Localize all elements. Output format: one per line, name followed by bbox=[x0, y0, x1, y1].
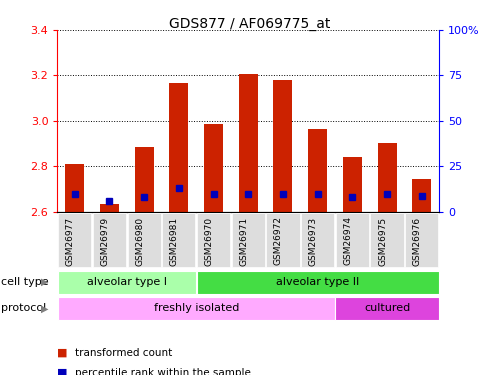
Text: alveolar type II: alveolar type II bbox=[276, 277, 359, 287]
FancyBboxPatch shape bbox=[266, 213, 299, 267]
Bar bbox=[308, 129, 327, 212]
Text: GSM26981: GSM26981 bbox=[170, 216, 179, 266]
Text: freshly isolated: freshly isolated bbox=[154, 303, 239, 313]
FancyBboxPatch shape bbox=[197, 271, 439, 294]
Text: ■: ■ bbox=[57, 348, 68, 357]
Bar bbox=[239, 74, 258, 212]
Text: GSM26979: GSM26979 bbox=[100, 216, 109, 266]
Text: ▶: ▶ bbox=[41, 303, 49, 313]
Text: GSM26971: GSM26971 bbox=[239, 216, 248, 266]
Text: GSM26972: GSM26972 bbox=[274, 216, 283, 266]
Text: GSM26977: GSM26977 bbox=[66, 216, 75, 266]
Text: cell type: cell type bbox=[1, 277, 48, 287]
Bar bbox=[412, 179, 431, 212]
FancyBboxPatch shape bbox=[336, 213, 369, 267]
Bar bbox=[343, 158, 362, 212]
Text: GSM26973: GSM26973 bbox=[309, 216, 318, 266]
Text: GDS877 / AF069775_at: GDS877 / AF069775_at bbox=[169, 17, 330, 31]
Text: alveolar type I: alveolar type I bbox=[87, 277, 167, 287]
Bar bbox=[204, 124, 223, 212]
FancyBboxPatch shape bbox=[93, 213, 126, 267]
Text: ▶: ▶ bbox=[41, 277, 49, 287]
FancyBboxPatch shape bbox=[301, 213, 334, 267]
FancyBboxPatch shape bbox=[162, 213, 196, 267]
Bar bbox=[273, 80, 292, 212]
FancyBboxPatch shape bbox=[335, 297, 439, 320]
Text: cultured: cultured bbox=[364, 303, 410, 313]
Bar bbox=[169, 83, 189, 212]
FancyBboxPatch shape bbox=[128, 213, 161, 267]
FancyBboxPatch shape bbox=[58, 213, 91, 267]
FancyBboxPatch shape bbox=[58, 297, 335, 320]
Text: percentile rank within the sample: percentile rank within the sample bbox=[75, 368, 250, 375]
Text: protocol: protocol bbox=[1, 303, 46, 313]
Text: GSM26975: GSM26975 bbox=[378, 216, 387, 266]
FancyBboxPatch shape bbox=[197, 213, 230, 267]
FancyBboxPatch shape bbox=[58, 271, 196, 294]
FancyBboxPatch shape bbox=[405, 213, 438, 267]
FancyBboxPatch shape bbox=[232, 213, 265, 267]
Bar bbox=[65, 164, 84, 212]
Text: transformed count: transformed count bbox=[75, 348, 172, 357]
Bar bbox=[378, 142, 397, 212]
Bar bbox=[135, 147, 154, 212]
Text: ■: ■ bbox=[57, 368, 68, 375]
Text: GSM26976: GSM26976 bbox=[413, 216, 422, 266]
Bar bbox=[100, 204, 119, 212]
Text: GSM26970: GSM26970 bbox=[205, 216, 214, 266]
Text: GSM26974: GSM26974 bbox=[343, 216, 352, 266]
Text: GSM26980: GSM26980 bbox=[135, 216, 144, 266]
FancyBboxPatch shape bbox=[370, 213, 404, 267]
